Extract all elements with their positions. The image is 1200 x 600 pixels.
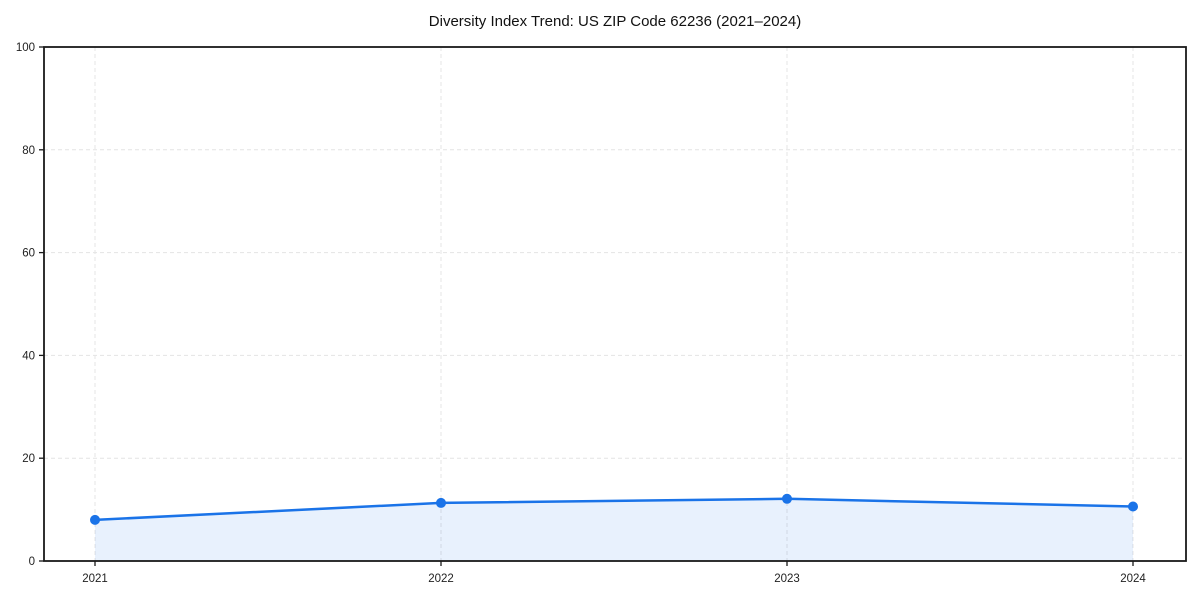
x-tick-label: 2022 bbox=[428, 573, 454, 585]
trend-line bbox=[93, 497, 1135, 522]
y-tick-label: 0 bbox=[29, 556, 35, 568]
y-tick-label: 60 bbox=[22, 248, 35, 260]
data-point-2022 bbox=[436, 497, 446, 508]
data-point-2024 bbox=[1128, 501, 1138, 512]
x-tick-label: 2023 bbox=[774, 573, 800, 585]
chart-title: Diversity Index Trend: US ZIP Code 62236… bbox=[428, 13, 802, 30]
area-fill bbox=[95, 498, 1133, 561]
plot-box bbox=[43, 46, 1187, 562]
y-tick-label: 20 bbox=[22, 453, 35, 465]
y-tick-label: 80 bbox=[22, 145, 35, 157]
x-tick-label: 2021 bbox=[82, 573, 108, 585]
y-tick-label: 100 bbox=[16, 42, 35, 54]
data-point-2023 bbox=[782, 493, 792, 504]
data-point-2021 bbox=[90, 514, 100, 525]
y-tick-label: 40 bbox=[22, 350, 35, 362]
x-tick-label: 2024 bbox=[1120, 573, 1146, 585]
